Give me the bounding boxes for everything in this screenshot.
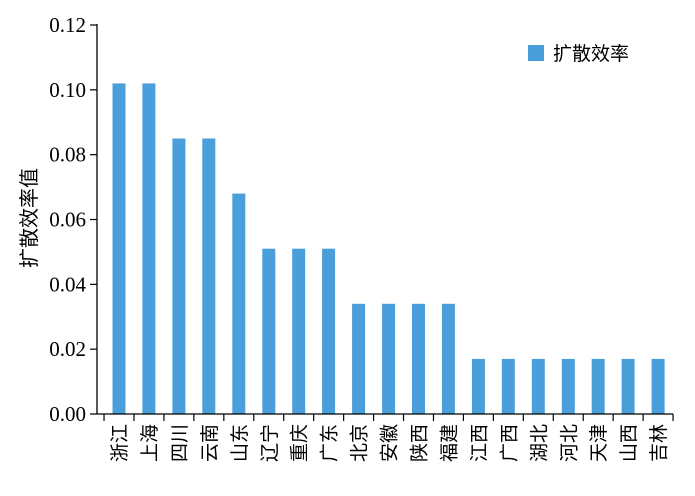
y-tick-label: 0.12	[49, 13, 86, 37]
y-tick-label: 0.10	[49, 78, 86, 102]
y-tick-label: 0.06	[49, 208, 86, 232]
y-axis-label: 扩散效率值	[17, 168, 41, 268]
legend-label: 扩散效率	[553, 43, 629, 65]
legend-swatch	[528, 45, 544, 61]
x-tick-label: 河北	[558, 424, 580, 462]
bar-辽宁	[262, 248, 276, 414]
x-tick-label: 山东	[229, 424, 251, 462]
bar-山西	[621, 358, 635, 414]
bar-吉林	[651, 358, 665, 414]
x-tick-label: 陕西	[409, 424, 431, 462]
legend: 扩散效率	[528, 43, 629, 65]
y-tick-label: 0.00	[49, 402, 86, 426]
bar-湖北	[531, 358, 545, 414]
bar-云南	[202, 138, 216, 414]
x-tick-label: 山西	[618, 424, 640, 462]
x-axis: 浙江 上海 四川 云南 山东 辽宁 重庆 广东 北京 安徽 陕西 福建 江西 广西 湖北 河北 天津 山西 吉林	[97, 413, 674, 462]
bar-北京	[352, 303, 366, 414]
x-tick-label: 广东	[319, 424, 341, 462]
x-tick-label: 辽宁	[259, 424, 281, 462]
bar-四川	[172, 138, 186, 414]
x-tick-label: 北京	[349, 424, 371, 462]
bar-广西	[501, 358, 515, 414]
bar-江西	[471, 358, 485, 414]
y-axis: 0.00 0.02 0.04 0.06 0.08 0.10 0.12	[49, 13, 98, 426]
y-tick-label: 0.08	[49, 143, 86, 167]
x-tick-label: 重庆	[289, 424, 311, 462]
y-tick-label: 0.04	[49, 272, 86, 296]
x-tick-label: 江西	[468, 424, 490, 462]
bars-group	[112, 83, 665, 415]
bar-天津	[591, 358, 605, 414]
bar-河北	[561, 358, 575, 414]
x-tick-label: 福建	[438, 424, 460, 462]
x-tick-label: 上海	[139, 424, 161, 462]
bar-广东	[322, 248, 336, 414]
x-tick-label: 湖北	[528, 424, 550, 462]
y-tick-label: 0.02	[49, 337, 86, 361]
x-tick-label: 安徽	[379, 424, 401, 462]
bar-山东	[232, 193, 246, 414]
bar-陕西	[412, 303, 425, 414]
x-tick-label: 广西	[498, 424, 520, 462]
bar-安徽	[382, 303, 396, 414]
x-tick-label: 四川	[169, 424, 191, 462]
bar-福建	[441, 303, 455, 414]
x-tick-label: 云南	[199, 424, 221, 462]
x-tick-label: 吉林	[648, 424, 670, 462]
x-tick-label: 天津	[588, 424, 610, 462]
x-tick-label: 浙江	[109, 424, 131, 462]
bar-重庆	[292, 248, 306, 414]
bar-上海	[142, 83, 156, 415]
bar-浙江	[112, 83, 126, 415]
